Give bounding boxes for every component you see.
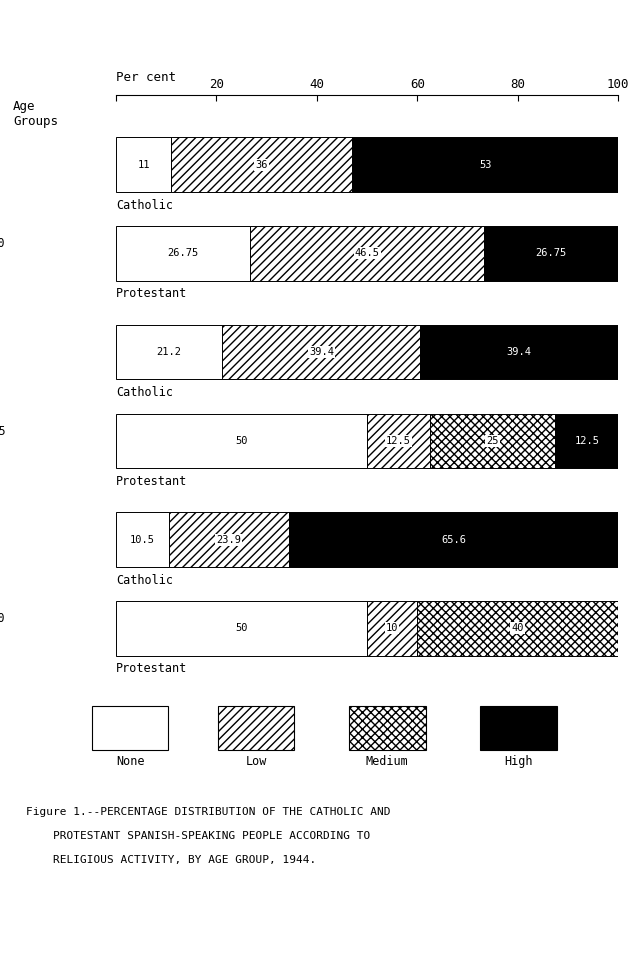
Text: 50: 50 — [235, 624, 248, 633]
Bar — [480, 706, 557, 751]
Text: Per cent: Per cent — [116, 71, 176, 84]
Text: Protestant: Protestant — [116, 663, 187, 675]
Text: 40: 40 — [511, 624, 524, 633]
Text: 53: 53 — [479, 159, 491, 170]
Bar — [352, 138, 618, 192]
Bar — [367, 602, 417, 655]
Text: None: None — [116, 754, 144, 768]
Bar — [417, 602, 618, 655]
Text: Age
Groups: Age Groups — [13, 100, 58, 128]
Bar — [251, 226, 484, 281]
Text: 26.75: 26.75 — [535, 248, 567, 259]
Text: RELIGIOUS ACTIVITY, BY AGE GROUP, 1944.: RELIGIOUS ACTIVITY, BY AGE GROUP, 1944. — [26, 855, 316, 864]
Bar — [484, 226, 618, 281]
Text: Figure 1.--PERCENTAGE DISTRIBUTION OF THE CATHOLIC AND: Figure 1.--PERCENTAGE DISTRIBUTION OF TH… — [26, 807, 390, 817]
Text: Medium: Medium — [366, 754, 409, 768]
Text: 11: 11 — [137, 159, 150, 170]
Text: 50: 50 — [235, 435, 248, 446]
Bar — [116, 513, 169, 566]
Bar — [169, 513, 289, 566]
Text: 10: 10 — [386, 624, 399, 633]
Text: High: High — [504, 754, 533, 768]
Bar — [421, 325, 618, 379]
Text: 12.5: 12.5 — [574, 435, 600, 446]
Bar — [555, 414, 618, 468]
Text: 39.4: 39.4 — [309, 347, 334, 357]
Bar — [116, 226, 251, 281]
Text: PROTESTANT SPANISH-SPEAKING PEOPLE ACCORDING TO: PROTESTANT SPANISH-SPEAKING PEOPLE ACCOR… — [26, 831, 370, 840]
Text: 36: 36 — [255, 159, 268, 170]
Bar — [116, 325, 222, 379]
Text: 39.4: 39.4 — [507, 347, 532, 357]
Bar — [171, 138, 352, 192]
Text: 46.5: 46.5 — [355, 248, 379, 259]
Bar — [222, 325, 421, 379]
Bar — [349, 706, 426, 751]
Text: 23.9: 23.9 — [216, 535, 242, 544]
Text: 12.5: 12.5 — [386, 435, 411, 446]
Text: 21.2: 21.2 — [156, 347, 182, 357]
Text: 25: 25 — [486, 435, 499, 446]
Bar — [289, 513, 618, 566]
Text: 65.6: 65.6 — [441, 535, 466, 544]
Bar — [116, 414, 367, 468]
Text: 30-45: 30-45 — [0, 425, 5, 437]
Bar — [218, 706, 294, 751]
Bar — [116, 138, 171, 192]
Text: Catholic: Catholic — [116, 199, 173, 212]
Text: Catholic: Catholic — [116, 574, 173, 586]
Text: Protestant: Protestant — [116, 475, 187, 488]
Text: 10.5: 10.5 — [130, 535, 155, 544]
Bar — [116, 602, 367, 655]
Text: 46-60: 46-60 — [0, 612, 5, 625]
Bar — [367, 414, 430, 468]
Text: 15-30: 15-30 — [0, 237, 5, 250]
Bar — [92, 706, 169, 751]
Text: Catholic: Catholic — [116, 386, 173, 399]
Text: Low: Low — [245, 754, 267, 768]
Text: Protestant: Protestant — [116, 287, 187, 301]
Bar — [430, 414, 555, 468]
Text: 26.75: 26.75 — [167, 248, 199, 259]
